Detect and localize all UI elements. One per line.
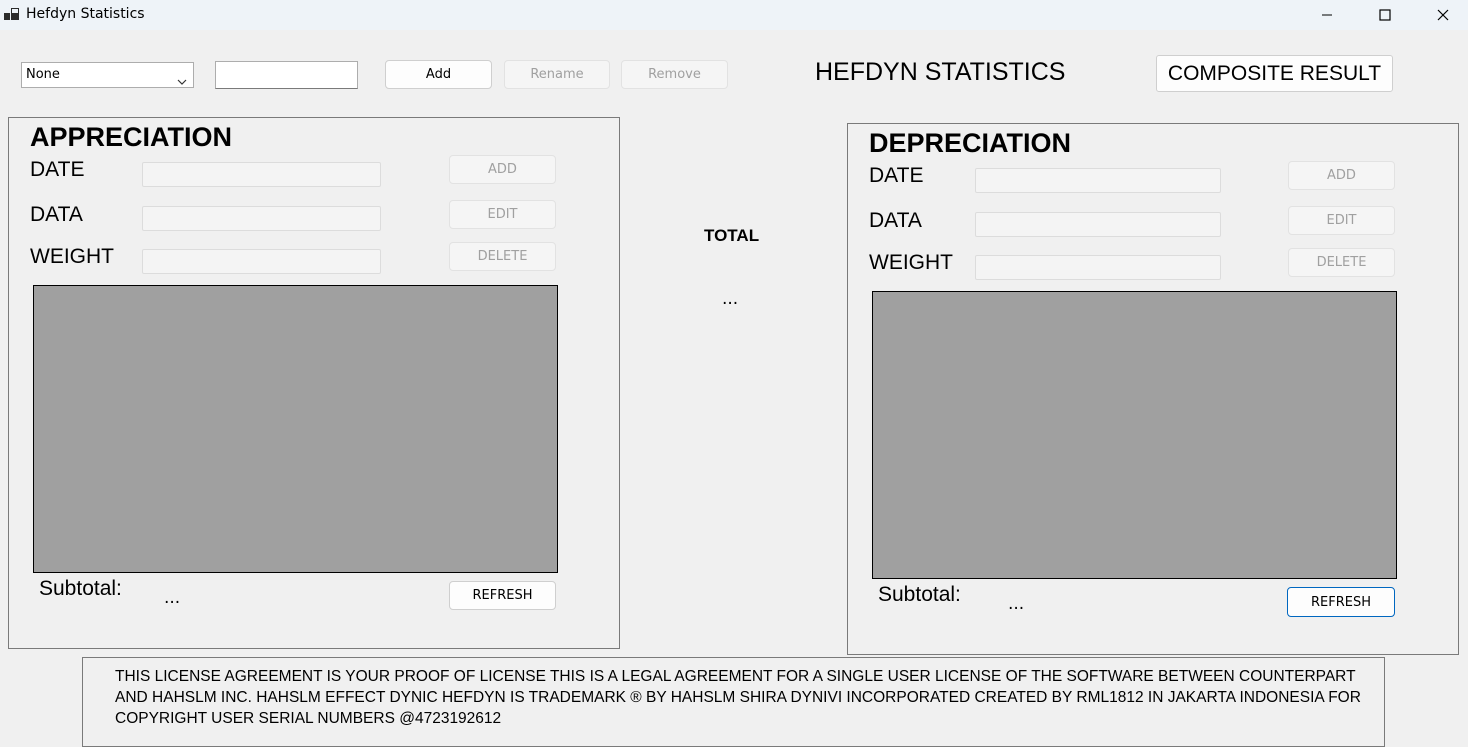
remove-button[interactable]: Remove [621, 60, 728, 89]
depreciation-data-label: DATA [869, 209, 922, 232]
depreciation-subtotal-value: ... [1008, 594, 1025, 614]
appreciation-weight-input[interactable] [142, 249, 381, 274]
window-title: Hefdyn Statistics [26, 6, 145, 22]
appreciation-subtotal-label: Subtotal: [39, 577, 122, 600]
depreciation-data-input[interactable] [975, 212, 1221, 237]
license-box: THIS LICENSE AGREEMENT IS YOUR PROOF OF … [82, 657, 1385, 747]
maximize-icon [1379, 9, 1391, 21]
depreciation-subtotal-label: Subtotal: [878, 583, 961, 606]
depreciation-weight-label: WEIGHT [869, 251, 953, 274]
appreciation-edit-button[interactable]: EDIT [449, 200, 556, 229]
license-text: THIS LICENSE AGREEMENT IS YOUR PROOF OF … [115, 668, 1361, 727]
total-label: TOTAL [704, 226, 760, 245]
appreciation-data-grid[interactable] [33, 285, 558, 573]
app-heading: HEFDYN STATISTICS [815, 58, 1066, 86]
maximize-button[interactable] [1356, 0, 1414, 30]
appreciation-add-button[interactable]: ADD [449, 155, 556, 184]
depreciation-edit-button[interactable]: EDIT [1288, 206, 1395, 235]
minimize-icon [1322, 14, 1332, 16]
appreciation-data-label: DATA [30, 203, 83, 226]
depreciation-data-grid[interactable] [872, 291, 1397, 579]
depreciation-refresh-button[interactable]: REFRESH [1287, 587, 1395, 617]
app-icon [4, 6, 20, 22]
name-input[interactable] [215, 61, 358, 89]
appreciation-data-input[interactable] [142, 206, 381, 231]
rename-button[interactable]: Rename [504, 60, 610, 89]
minimize-button[interactable] [1298, 0, 1356, 30]
title-bar: Hefdyn Statistics [0, 0, 1468, 30]
appreciation-weight-label: WEIGHT [30, 245, 114, 268]
appreciation-subtotal-value: ... [164, 588, 181, 608]
depreciation-panel: DEPRECIATION DATE DATA WEIGHT ADD EDIT D… [847, 123, 1459, 655]
appreciation-panel: APPRECIATION DATE DATA WEIGHT ADD EDIT D… [8, 117, 620, 649]
category-select[interactable]: None [21, 62, 194, 88]
chevron-down-icon [177, 71, 187, 95]
appreciation-date-label: DATE [30, 158, 85, 181]
composite-result-button[interactable]: COMPOSITE RESULT [1156, 55, 1393, 92]
appreciation-title: APPRECIATION [30, 122, 233, 152]
depreciation-weight-input[interactable] [975, 255, 1221, 280]
depreciation-date-input[interactable] [975, 168, 1221, 193]
add-category-button[interactable]: Add [385, 60, 492, 89]
total-value: ... [722, 289, 739, 309]
appreciation-delete-button[interactable]: DELETE [449, 242, 556, 271]
appreciation-refresh-button[interactable]: REFRESH [449, 581, 556, 610]
depreciation-delete-button[interactable]: DELETE [1288, 248, 1395, 277]
category-select-value: None [26, 67, 60, 82]
close-button[interactable] [1414, 0, 1468, 30]
appreciation-date-input[interactable] [142, 162, 381, 187]
depreciation-add-button[interactable]: ADD [1288, 161, 1395, 190]
close-icon [1437, 9, 1449, 21]
depreciation-date-label: DATE [869, 164, 924, 187]
depreciation-title: DEPRECIATION [869, 128, 1072, 158]
